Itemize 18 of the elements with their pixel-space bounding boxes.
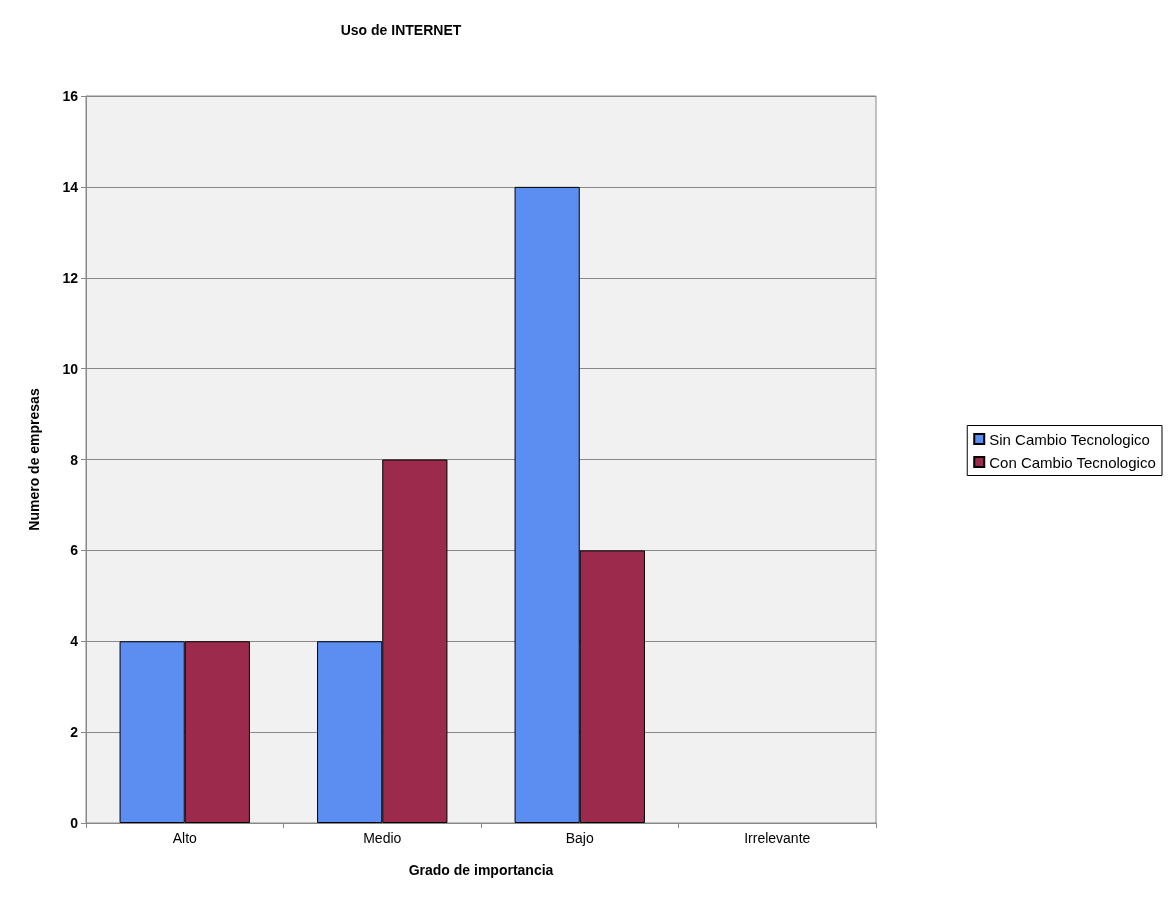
x-axis-title: Grado de importancia xyxy=(408,862,554,878)
y-tick-label: 2 xyxy=(70,724,79,741)
y-tick-label: 12 xyxy=(62,269,79,286)
y-tick-label: 4 xyxy=(70,633,79,650)
x-tick-label: Alto xyxy=(172,830,198,846)
y-tick-label: 14 xyxy=(62,178,79,195)
y-tick-label: 0 xyxy=(70,815,79,831)
legend-label: Con Cambio Tecnologico xyxy=(989,453,1156,471)
x-tick-label: Bajo xyxy=(565,830,594,846)
y-axis-title: Numero de empresas xyxy=(26,388,42,531)
y-tick-label: 6 xyxy=(70,542,79,559)
legend-label: Sin Cambio Tecnologico xyxy=(989,430,1150,448)
y-tick-label: 10 xyxy=(62,360,79,377)
y-tick-label: 8 xyxy=(70,451,79,468)
x-tick-label: Medio xyxy=(363,830,402,846)
y-tick-label: 16 xyxy=(62,88,79,104)
chart-title: Uso de INTERNET xyxy=(340,22,462,38)
x-tick-label: Irrelevante xyxy=(744,830,811,846)
